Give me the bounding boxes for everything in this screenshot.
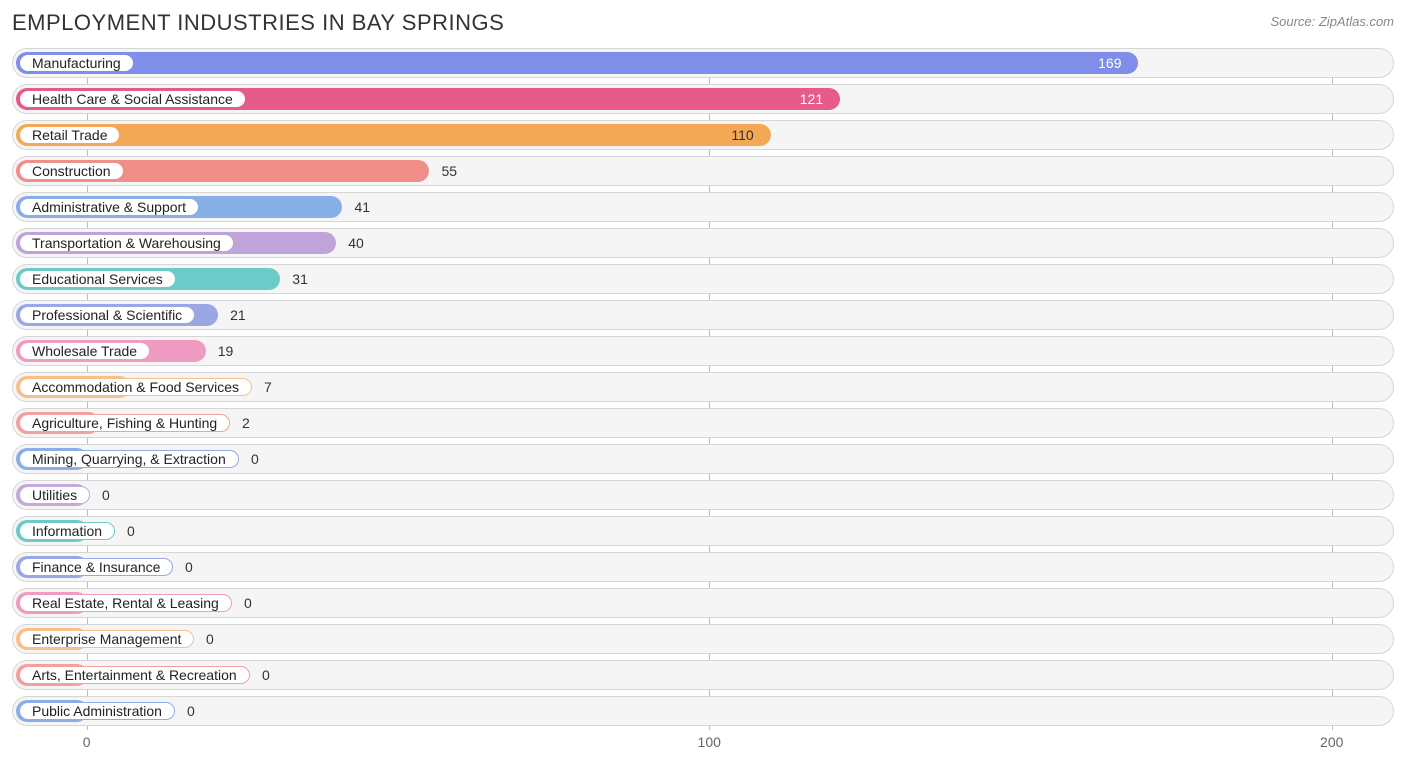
bar-category-label: Construction [19, 162, 124, 180]
bar-value-label: 0 [185, 553, 193, 581]
bar-category-label: Retail Trade [19, 126, 120, 144]
bar-row: Finance & Insurance 0 [12, 552, 1394, 582]
bar-value-label: 19 [218, 337, 234, 365]
bar-value-label: 31 [292, 265, 308, 293]
axis-tick-label: 100 [698, 734, 721, 750]
bar-value-label: 169 [1098, 49, 1121, 77]
bar-value-label: 0 [251, 445, 259, 473]
chart-header: EMPLOYMENT INDUSTRIES IN BAY SPRINGS Sou… [12, 10, 1394, 36]
bar-category-label: Transportation & Warehousing [19, 234, 234, 252]
chart-area: Manufacturing 169 Health Care & Social Ass… [12, 48, 1394, 758]
bar-row: Mining, Quarrying, & Extraction 0 [12, 444, 1394, 474]
axis-tick-label: 0 [83, 734, 91, 750]
bar-fill [16, 124, 771, 146]
bar-category-label: Finance & Insurance [19, 558, 173, 576]
bar-row: Professional & Scientific 21 [12, 300, 1394, 330]
bar-category-label: Accommodation & Food Services [19, 378, 252, 396]
bar-value-label: 7 [264, 373, 272, 401]
bar-value-label: 0 [244, 589, 252, 617]
bar-category-label: Wholesale Trade [19, 342, 150, 360]
bar-category-label: Mining, Quarrying, & Extraction [19, 450, 239, 468]
x-axis: 0 100 200 [12, 730, 1394, 758]
chart-source: Source: ZipAtlas.com [1270, 14, 1394, 29]
bar-category-label: Health Care & Social Assistance [19, 90, 246, 108]
bar-row: Transportation & Warehousing 40 [12, 228, 1394, 258]
bar-category-label: Utilities [19, 486, 90, 504]
bar-value-label: 41 [354, 193, 370, 221]
bar-category-label: Information [19, 522, 115, 540]
bar-value-label: 21 [230, 301, 246, 329]
bar-row: Real Estate, Rental & Leasing 0 [12, 588, 1394, 618]
bar-value-label: 0 [102, 481, 110, 509]
bar-row: Utilities 0 [12, 480, 1394, 510]
bar-row: Administrative & Support 41 [12, 192, 1394, 222]
bar-row: Educational Services 31 [12, 264, 1394, 294]
bar-category-label: Arts, Entertainment & Recreation [19, 666, 250, 684]
bar-row: Health Care & Social Assistance 121 [12, 84, 1394, 114]
bar-category-label: Administrative & Support [19, 198, 199, 216]
bar-value-label: 2 [242, 409, 250, 437]
bar-value-label: 55 [441, 157, 457, 185]
bar-category-label: Manufacturing [19, 54, 134, 72]
bar-value-label: 0 [127, 517, 135, 545]
bar-category-label: Public Administration [19, 702, 175, 720]
bar-row: Accommodation & Food Services 7 [12, 372, 1394, 402]
bar-row: Wholesale Trade 19 [12, 336, 1394, 366]
bar-category-label: Agriculture, Fishing & Hunting [19, 414, 230, 432]
bar-row: Construction 55 [12, 156, 1394, 186]
bar-value-label: 0 [187, 697, 195, 725]
bar-value-label: 40 [348, 229, 364, 257]
bar-row: Retail Trade 110 [12, 120, 1394, 150]
bar-value-label: 121 [800, 85, 823, 113]
bar-container: Manufacturing 169 Health Care & Social Ass… [12, 48, 1394, 726]
bar-value-label: 0 [206, 625, 214, 653]
bar-row: Arts, Entertainment & Recreation 0 [12, 660, 1394, 690]
bar-category-label: Enterprise Management [19, 630, 194, 648]
bar-row: Public Administration 0 [12, 696, 1394, 726]
bar-category-label: Professional & Scientific [19, 306, 195, 324]
bar-row: Information 0 [12, 516, 1394, 546]
bar-fill [16, 52, 1138, 74]
chart-title: EMPLOYMENT INDUSTRIES IN BAY SPRINGS [12, 10, 504, 36]
bar-category-label: Educational Services [19, 270, 176, 288]
bar-row: Agriculture, Fishing & Hunting 2 [12, 408, 1394, 438]
bar-row: Enterprise Management 0 [12, 624, 1394, 654]
bar-category-label: Real Estate, Rental & Leasing [19, 594, 232, 612]
axis-tick-label: 200 [1320, 734, 1343, 750]
bar-value-label: 110 [731, 121, 753, 149]
bar-row: Manufacturing 169 [12, 48, 1394, 78]
bar-value-label: 0 [262, 661, 270, 689]
